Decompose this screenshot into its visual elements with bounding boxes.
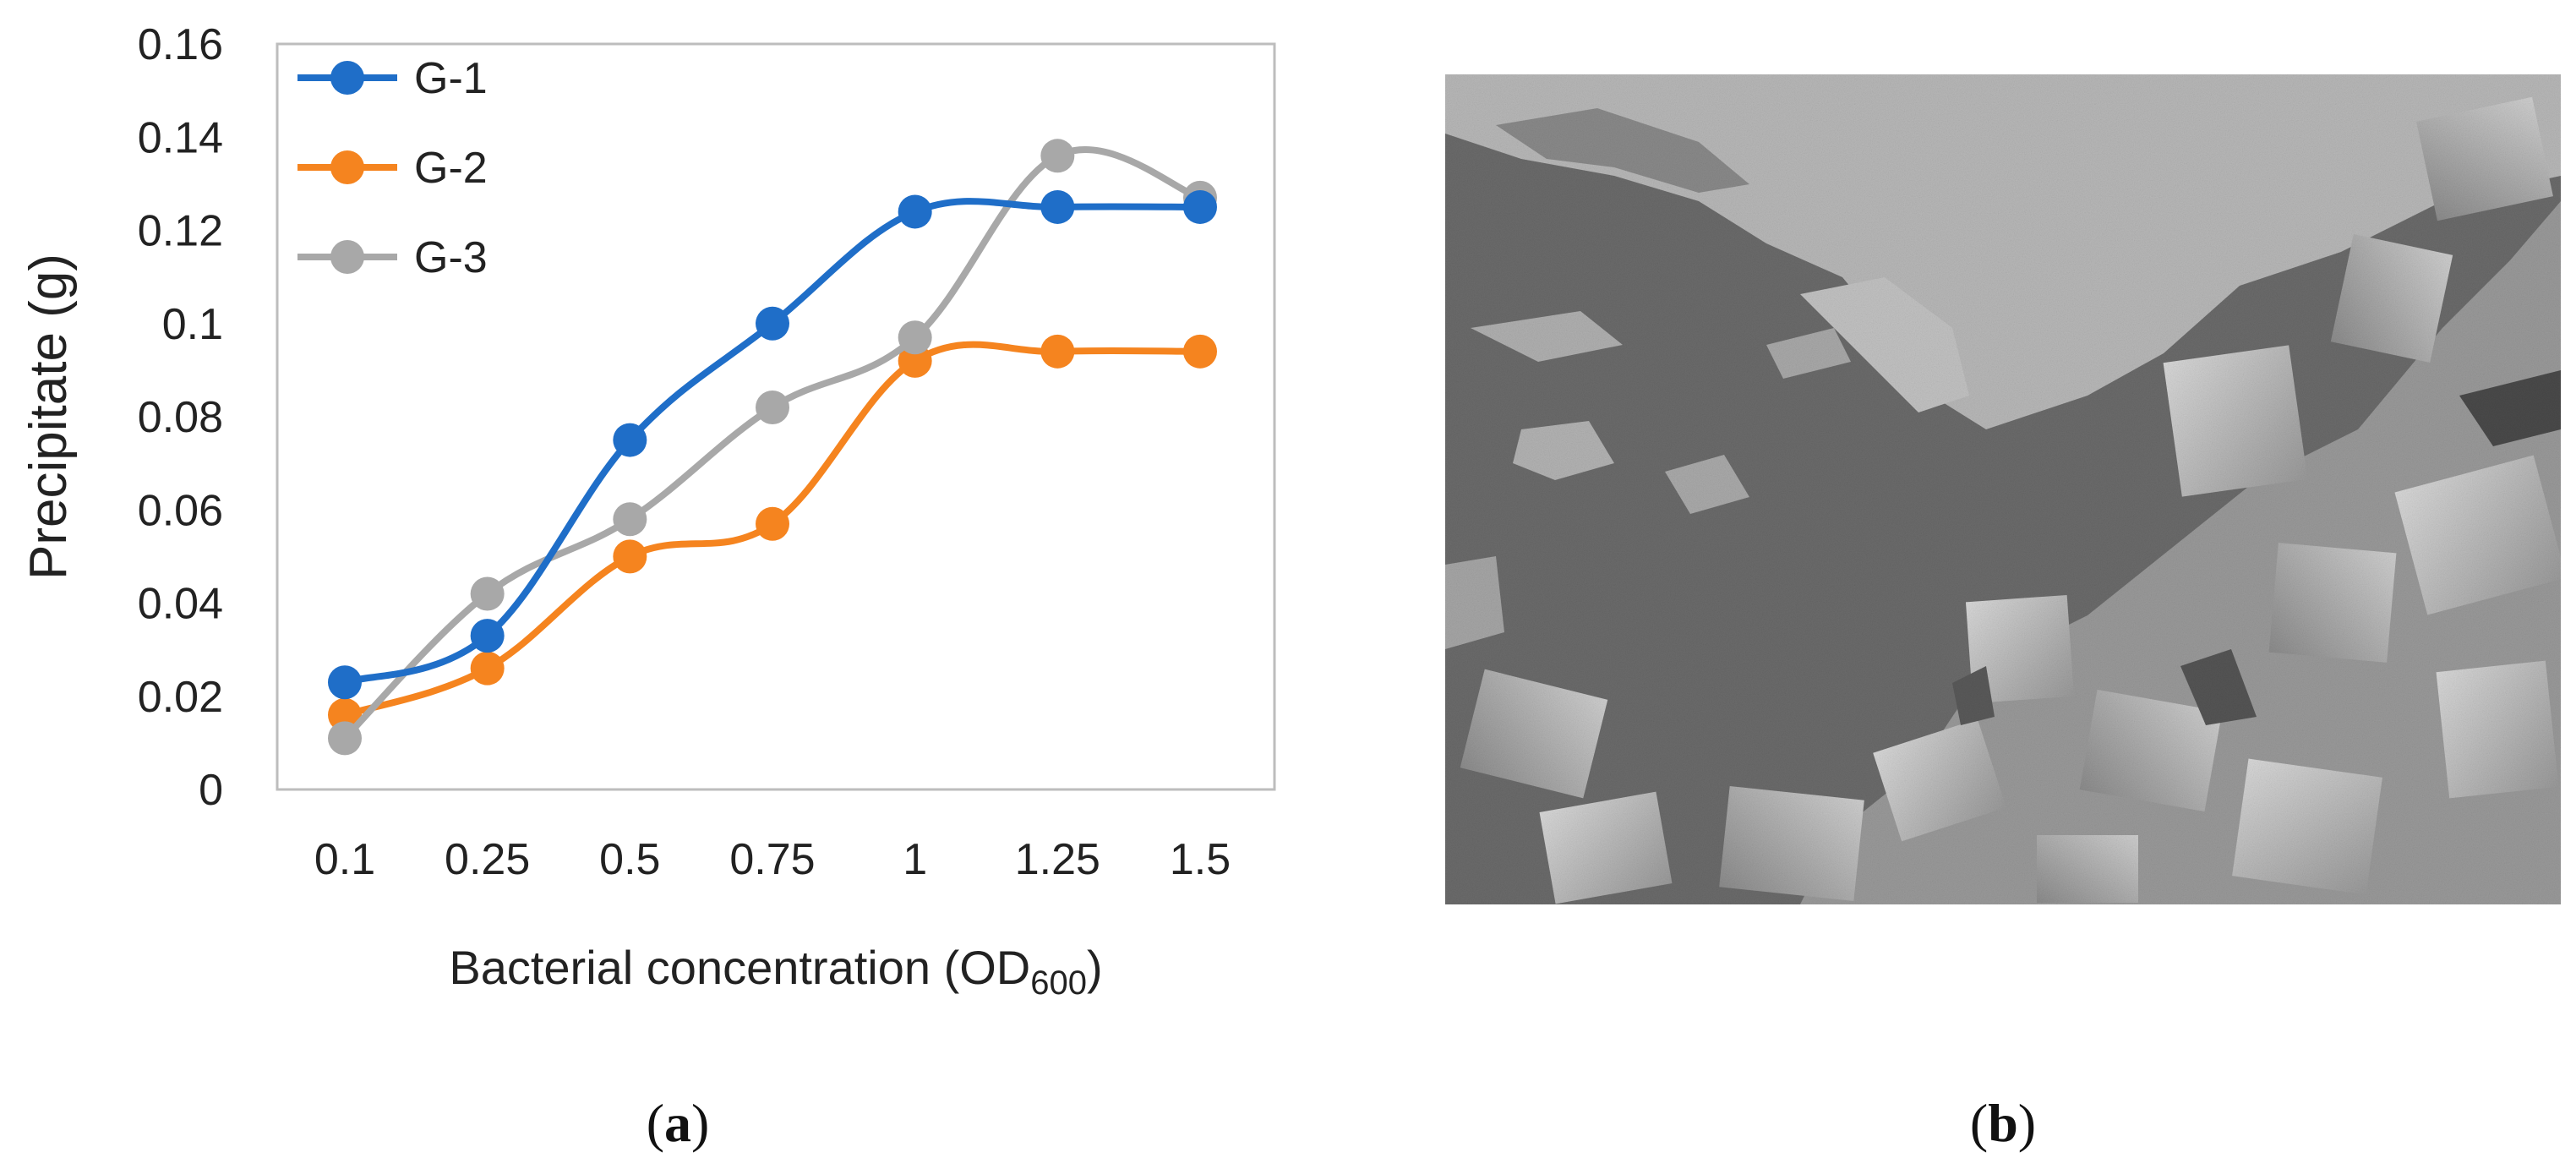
series-g-2 (328, 334, 1217, 732)
caption-b: (b) (1970, 1093, 2036, 1153)
legend-item: G-3 (297, 233, 488, 282)
data-point (470, 651, 505, 686)
x-axis-title-close: ) (1087, 941, 1103, 994)
caption-a-letter: a (664, 1093, 691, 1153)
legend-label: G-2 (414, 144, 488, 193)
x-tick-label: 1.5 (1170, 835, 1231, 884)
y-tick-label: 0 (199, 766, 223, 815)
caption-a-open: ( (647, 1093, 664, 1153)
data-point (1183, 334, 1217, 369)
caption-a: (a) (647, 1093, 710, 1153)
x-axis-ticks: 0.1 0.25 0.5 0.75 1 1.25 1.5 (314, 835, 1231, 884)
data-point (756, 306, 789, 341)
y-axis-ticks: 0 0.02 0.04 0.06 0.08 0.1 0.12 0.14 0.16 (138, 20, 223, 815)
data-point (613, 423, 647, 457)
y-axis-title: Precipitate (g) (19, 254, 78, 580)
legend-item: G-1 (297, 54, 488, 103)
data-point (898, 194, 932, 229)
x-tick-label: 1 (903, 835, 927, 884)
caption-b-open: ( (1970, 1093, 1988, 1153)
data-point (1040, 334, 1075, 369)
y-tick-label: 0.1 (162, 300, 223, 349)
data-point (898, 343, 932, 378)
x-axis-title-main: Bacterial concentration (OD (449, 941, 1030, 994)
data-point (328, 665, 362, 700)
caption-b-letter: b (1988, 1093, 2018, 1153)
data-point (328, 697, 362, 732)
x-tick-label: 0.5 (599, 835, 660, 884)
y-tick-label: 0.08 (138, 393, 223, 442)
legend-label: G-3 (414, 233, 488, 282)
data-point (1040, 139, 1075, 173)
data-point (898, 320, 932, 355)
data-point (756, 390, 789, 424)
caption-b-close: ) (2018, 1093, 2036, 1153)
legend: G-1 G-2 G-3 (297, 54, 488, 282)
data-point (613, 539, 647, 574)
sem-micrograph (1445, 74, 2561, 904)
data-point (328, 721, 362, 756)
series-g-1 (328, 189, 1217, 700)
y-tick-label: 0.16 (138, 20, 223, 69)
legend-marker (330, 240, 364, 274)
legend-marker (330, 150, 364, 184)
x-tick-label: 0.75 (729, 835, 815, 884)
data-point (613, 502, 647, 537)
plot-frame (276, 42, 1276, 791)
series-layer (328, 139, 1217, 756)
x-tick-label: 1.25 (1015, 835, 1100, 884)
y-tick-label: 0.06 (138, 486, 223, 535)
y-tick-label: 0.02 (138, 673, 223, 722)
legend-marker (330, 61, 364, 95)
legend-label: G-1 (414, 54, 488, 103)
caption-a-close: ) (691, 1093, 709, 1153)
x-tick-label: 0.1 (314, 835, 375, 884)
x-axis-title-subscript: 600 (1030, 964, 1087, 1002)
x-axis-title: Bacterial concentration (OD600) (449, 941, 1102, 1002)
legend-item: G-2 (297, 144, 488, 193)
data-point (1183, 189, 1217, 224)
x-tick-label: 0.25 (445, 835, 530, 884)
y-tick-label: 0.14 (138, 113, 223, 162)
y-tick-label: 0.12 (138, 207, 223, 256)
series-g-3 (328, 139, 1217, 756)
y-tick-label: 0.04 (138, 580, 223, 629)
data-point (470, 619, 505, 653)
data-point (1040, 189, 1075, 224)
data-point (470, 576, 505, 611)
data-point (756, 506, 789, 541)
